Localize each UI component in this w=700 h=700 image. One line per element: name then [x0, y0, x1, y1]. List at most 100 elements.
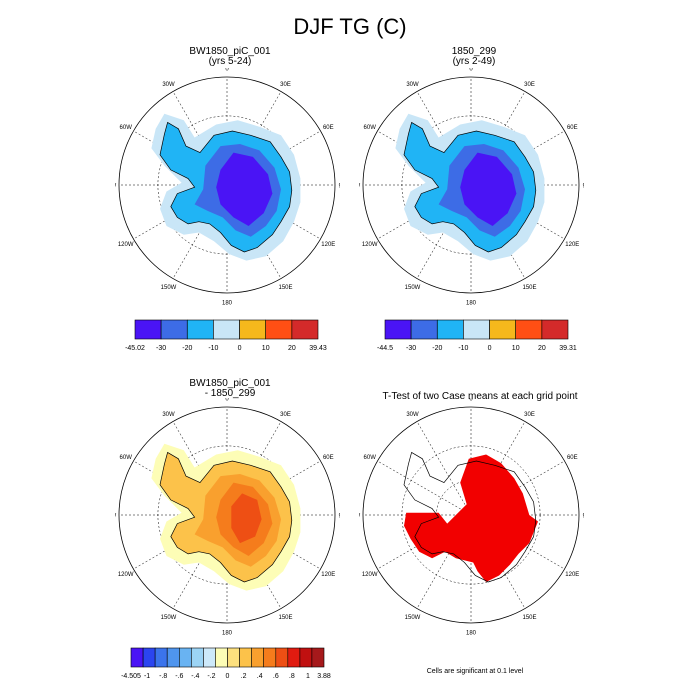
- map2-lon-label: 60W: [364, 125, 377, 131]
- colorbar-3-label: -4.505: [121, 673, 141, 680]
- colorbar-3-swatch: [215, 647, 228, 668]
- map4-coastline: [403, 451, 537, 583]
- map4-lon-label: 90E: [583, 514, 584, 520]
- colorbar-2-label: -44.5: [377, 345, 393, 352]
- map3-lon-label: 0: [225, 398, 229, 403]
- map1-lon-label: 150W: [161, 285, 177, 291]
- map3-region-4: [231, 493, 262, 544]
- map3-border: [118, 406, 336, 624]
- map4-lon-label: 30E: [524, 412, 535, 418]
- colorbar-3-swatch: [130, 647, 144, 668]
- map3-lon-label: 120E: [321, 572, 335, 578]
- significance-footnote: Cells are significant at 0.1 level: [426, 668, 524, 675]
- colorbar-2-swatch: [384, 319, 412, 340]
- colorbar-2-swatch: [515, 319, 543, 340]
- map3-lon-label: 60E: [323, 455, 334, 461]
- panel2-title-line1: 1850_299: [451, 46, 497, 57]
- colorbar-3-label: .8: [289, 673, 295, 680]
- map2-labels: 0 30E 60E 90E 120E 150E 180 150W 120W 90W 60W 30W: [359, 68, 584, 307]
- colorbar-3-label: .4: [257, 673, 263, 680]
- map2-lon-label: 120W: [362, 242, 378, 248]
- map3-continent: [151, 443, 301, 591]
- colorbar-2-swatch: [489, 319, 516, 340]
- map4-meridian: [377, 460, 472, 516]
- map4-lon-label: 90W: [359, 514, 361, 520]
- map-panel-1: 0 30E 60E 90E 120E 150E 180 150W 120W 90W 60W 30W: [115, 68, 340, 307]
- map4-labels: 0 30E 60E 90E 120E 150E 180 150W 120W 90W 60W 30W: [359, 398, 584, 637]
- panel4-title-line1: T-Test of two Case means at each grid po…: [382, 391, 578, 402]
- map2-border: [362, 76, 580, 294]
- colorbar-2: -44.5 -30 -20 -10 0 10 20 39.31: [377, 319, 577, 352]
- map4-lon-label: 150W: [405, 615, 421, 621]
- map4-lon-label: 30W: [406, 412, 419, 418]
- colorbar-3-swatch: [263, 647, 277, 668]
- map2-lon-label: 30W: [406, 82, 419, 88]
- colorbar-1-swatch: [160, 319, 188, 340]
- map-panel-4: 0 30E 60E 90E 120E 150E 180 150W 120W 90W 60W 30W: [359, 398, 584, 637]
- panel3-title: BW1850_piC_001 - 1850_299: [130, 379, 330, 399]
- map3-lon-label: 180: [222, 631, 233, 637]
- colorbar-1-label: -20: [182, 345, 192, 352]
- map3-lon-label: 90W: [115, 514, 117, 520]
- map1-lon-label: 180: [222, 301, 233, 307]
- colorbar-3-swatch: [154, 647, 168, 668]
- map4-lon-label: 60W: [364, 455, 377, 461]
- map4-lon-label: 120E: [565, 572, 579, 578]
- colorbar-2-label: 10: [512, 345, 520, 352]
- colorbar-3-swatch: [178, 647, 192, 668]
- map3-lon-label: 150E: [278, 615, 292, 621]
- map2-lon-label: 150E: [522, 285, 536, 291]
- map4-lon-label: 150E: [522, 615, 536, 621]
- colorbar-2-label: 39.31: [559, 345, 577, 352]
- map4-lon-label: 180: [466, 631, 477, 637]
- map1-lon-label: 30E: [280, 82, 291, 88]
- map3-lon-label: 60W: [120, 455, 133, 461]
- panel1-title-line1: BW1850_piC_001: [189, 46, 271, 57]
- colorbar-3-swatch: [203, 647, 216, 668]
- map2-region-3: [460, 152, 517, 226]
- panel2-title: 1850_299 (yrs 2-49): [374, 47, 574, 67]
- colorbar-2-label: 20: [538, 345, 546, 352]
- map3-coastline: [159, 451, 293, 583]
- colorbar-1-label: 0: [238, 345, 242, 352]
- map2-coastline: [403, 121, 537, 253]
- map1-lon-label: 60W: [120, 125, 133, 131]
- colorbar-3-swatch: [299, 647, 313, 668]
- colorbar-1-label: 20: [288, 345, 296, 352]
- map4-lon-label: 120W: [362, 572, 378, 578]
- map-panel-2: 0 30E 60E 90E 120E 150E 180 150W 120W 90W 60W 30W: [359, 68, 584, 307]
- map4-lon-label: 0: [469, 398, 473, 403]
- map3-lon-label: 90E: [339, 514, 340, 520]
- colorbar-3-label: 0: [226, 673, 230, 680]
- panel2-title-line2: (yrs 2-49): [452, 56, 496, 67]
- colorbar-2-label: -20: [432, 345, 442, 352]
- colorbar-3-swatch: [311, 647, 325, 668]
- map4-region-0: [404, 454, 538, 582]
- colorbar-1-swatch: [134, 319, 162, 340]
- colorbar-3-swatch: [275, 647, 289, 668]
- map3-lon-label: 150W: [161, 615, 177, 621]
- colorbar-2-swatch: [541, 319, 569, 340]
- map2-lon-label: 90E: [583, 184, 584, 190]
- panel3-title-line2: - 1850_299: [204, 388, 256, 399]
- map4-lon-label: 60E: [567, 455, 578, 461]
- colorbar-1-swatch: [239, 319, 266, 340]
- colorbar-1-swatch: [187, 319, 214, 340]
- colorbar-1-label: -45.02: [125, 345, 145, 352]
- map2-lon-label: 60E: [567, 125, 578, 131]
- colorbar-3-swatch: [227, 647, 240, 668]
- colorbar-1-swatch: [213, 319, 240, 340]
- map1-lon-label: 120W: [118, 242, 134, 248]
- map2-lon-label: 0: [469, 68, 473, 73]
- map3-lon-label: 30W: [162, 412, 175, 418]
- map1-lon-label: 30W: [162, 82, 175, 88]
- colorbar-3-label: -.2: [207, 673, 215, 680]
- map1-lon-label: 150E: [278, 285, 292, 291]
- map1-lon-label: 0: [225, 68, 229, 73]
- map1-border: [118, 76, 336, 294]
- colorbar-2-label: 0: [488, 345, 492, 352]
- map2-lon-label: 30E: [524, 82, 535, 88]
- colorbar-2-swatch: [463, 319, 490, 340]
- map3-lon-label: 120W: [118, 572, 134, 578]
- map2-lon-label: 180: [466, 301, 477, 307]
